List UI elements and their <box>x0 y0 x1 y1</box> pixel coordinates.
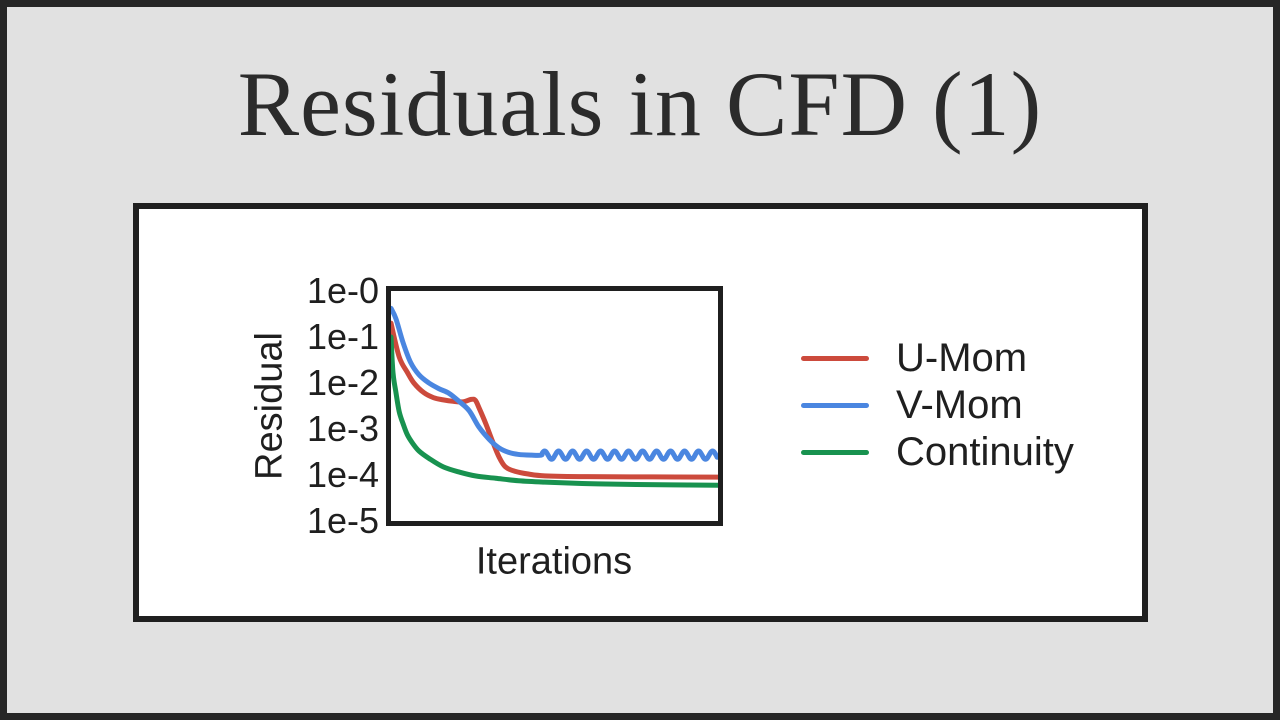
legend-label: V-Mom <box>896 383 1023 427</box>
plot-frame <box>386 286 723 526</box>
plot-area <box>391 305 718 488</box>
legend-item: V-Mom <box>801 382 1074 429</box>
x-axis-title: Iterations <box>475 540 633 583</box>
legend-line-swatch <box>801 450 869 455</box>
legend-label: U-Mom <box>896 336 1028 380</box>
series-line-v-mom <box>391 305 718 462</box>
legend-line-swatch <box>801 403 869 408</box>
y-tick-label: 1e-1 <box>306 316 379 357</box>
y-tick-label: 1e-5 <box>306 500 379 541</box>
legend: U-Mom V-Mom Continuity <box>801 335 1074 476</box>
legend-item: Continuity <box>801 429 1074 476</box>
y-tick-label: 1e-4 <box>306 454 379 495</box>
legend-item: U-Mom <box>801 335 1074 382</box>
y-tick-label: 1e-3 <box>306 408 379 449</box>
y-tick-label: 1e-0 <box>306 270 379 311</box>
legend-line-swatch <box>801 356 869 361</box>
y-tick-label: 1e-2 <box>306 362 379 403</box>
series-line-u-mom <box>391 320 718 480</box>
y-tick-labels: 1e-0 1e-1 1e-2 1e-3 1e-4 1e-5 <box>269 209 379 616</box>
figure-panel: Residual 1e-0 1e-1 1e-2 1e-3 1e-4 1e-5 Iterat… <box>133 203 1148 622</box>
legend-label: Continuity <box>896 430 1074 474</box>
series-line-continuity <box>391 334 718 488</box>
page-title: Residuals in CFD (1) <box>237 53 1043 155</box>
